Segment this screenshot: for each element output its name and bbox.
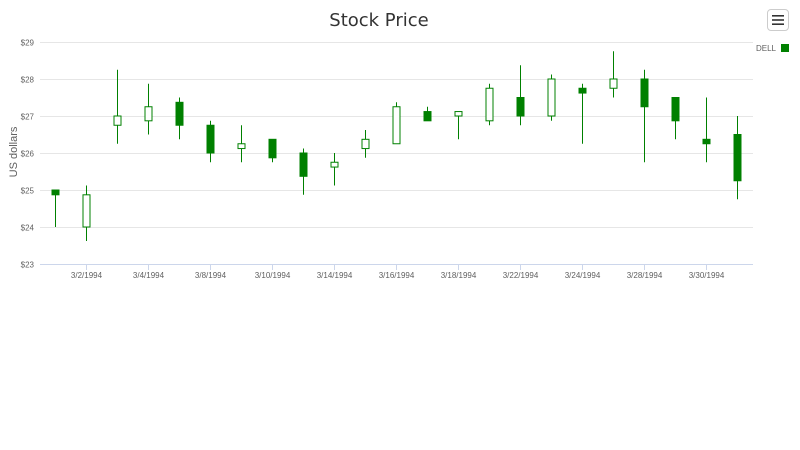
candle[interactable] bbox=[361, 130, 370, 158]
candle-body-rising bbox=[485, 87, 494, 122]
y-tick-label: $28 bbox=[21, 76, 35, 85]
x-tick-label: 3/4/1994 bbox=[133, 271, 165, 280]
candle-body-rising bbox=[82, 194, 91, 228]
candle[interactable] bbox=[423, 106, 432, 122]
x-tick-label: 3/22/1994 bbox=[503, 271, 539, 280]
candle[interactable] bbox=[392, 102, 401, 145]
candle-body-rising bbox=[609, 78, 618, 89]
x-tick-label: 3/2/1994 bbox=[71, 271, 103, 280]
legend-label-dell: DELL bbox=[756, 44, 777, 53]
candle[interactable] bbox=[485, 83, 494, 126]
candle-body-falling bbox=[268, 138, 277, 159]
x-tick-label: 3/18/1994 bbox=[441, 271, 477, 280]
candle[interactable] bbox=[702, 97, 711, 163]
candle-body-falling bbox=[175, 101, 184, 126]
candle-body-rising bbox=[113, 115, 122, 126]
candle[interactable] bbox=[268, 138, 277, 163]
candle[interactable] bbox=[733, 116, 742, 200]
x-tick-label: 3/14/1994 bbox=[317, 271, 353, 280]
candle[interactable] bbox=[640, 69, 649, 163]
y-tick-label: $23 bbox=[21, 261, 35, 270]
candle-body-rising bbox=[392, 106, 401, 145]
candle-body-falling bbox=[51, 189, 60, 196]
candle[interactable] bbox=[547, 74, 556, 121]
y-tick-label: $25 bbox=[21, 187, 35, 196]
candle-body-falling bbox=[671, 97, 680, 122]
candle-body-rising bbox=[361, 138, 370, 150]
y-tick-label: $24 bbox=[21, 224, 35, 233]
x-axis: 3/2/1994 3/4/1994 3/8/1994 3/10/1994 3/14/19… bbox=[40, 264, 753, 280]
candle-body-rising bbox=[144, 106, 153, 122]
x-tick-label: 3/10/1994 bbox=[255, 271, 291, 280]
y-tick-label: $26 bbox=[21, 150, 35, 159]
candle[interactable] bbox=[51, 189, 60, 227]
legend[interactable]: DELL bbox=[756, 44, 789, 53]
candle-body-rising bbox=[237, 143, 246, 150]
y-tick-label: $27 bbox=[21, 113, 35, 122]
x-tick-label: 3/30/1994 bbox=[689, 271, 725, 280]
candle[interactable] bbox=[609, 51, 618, 98]
candle[interactable] bbox=[206, 120, 215, 163]
y-axis: $23 $24 $25 $26 $27 $28 $29 bbox=[21, 39, 35, 270]
candle-body-rising bbox=[454, 111, 463, 117]
x-tick-label: 3/28/1994 bbox=[627, 271, 663, 280]
candle-body-falling bbox=[702, 138, 711, 145]
candle-body-rising bbox=[547, 78, 556, 117]
candle[interactable] bbox=[82, 185, 91, 242]
legend-swatch-dell bbox=[781, 44, 789, 52]
candle[interactable] bbox=[330, 153, 339, 186]
candle-body-falling bbox=[733, 134, 742, 182]
candle-body-falling bbox=[423, 111, 432, 122]
x-tick-label: 3/16/1994 bbox=[379, 271, 415, 280]
y-tick-label: $29 bbox=[21, 39, 35, 48]
candle[interactable] bbox=[175, 97, 184, 140]
candle[interactable] bbox=[299, 148, 308, 195]
candle-body-falling bbox=[578, 87, 587, 94]
candle[interactable] bbox=[454, 111, 463, 140]
candle[interactable] bbox=[237, 125, 246, 163]
candle-body-falling bbox=[206, 124, 215, 154]
candle[interactable] bbox=[144, 83, 153, 135]
candle-body-falling bbox=[299, 152, 308, 177]
candle[interactable] bbox=[671, 97, 680, 140]
candles bbox=[51, 51, 742, 242]
chart-menu-button[interactable] bbox=[767, 9, 789, 31]
candle-body-rising bbox=[330, 161, 339, 168]
hamburger-menu-icon bbox=[772, 15, 784, 25]
chart-title: Stock Price bbox=[329, 10, 428, 31]
y-axis-title: US dollars bbox=[8, 126, 20, 177]
x-tick-label: 3/24/1994 bbox=[565, 271, 601, 280]
candle-body-falling bbox=[516, 97, 525, 117]
candle-body-falling bbox=[640, 78, 649, 108]
candle[interactable] bbox=[516, 65, 525, 126]
x-tick-label: 3/8/1994 bbox=[195, 271, 227, 280]
candle[interactable] bbox=[113, 69, 122, 144]
gridlines bbox=[40, 42, 753, 265]
candle[interactable] bbox=[578, 83, 587, 144]
